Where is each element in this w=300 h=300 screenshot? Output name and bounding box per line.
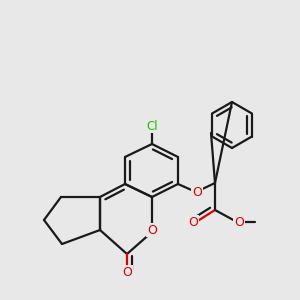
Text: Cl: Cl: [146, 119, 158, 133]
Text: O: O: [188, 215, 198, 229]
Text: O: O: [234, 215, 244, 229]
Text: O: O: [122, 266, 132, 278]
Text: O: O: [192, 185, 202, 199]
Text: O: O: [147, 224, 157, 236]
